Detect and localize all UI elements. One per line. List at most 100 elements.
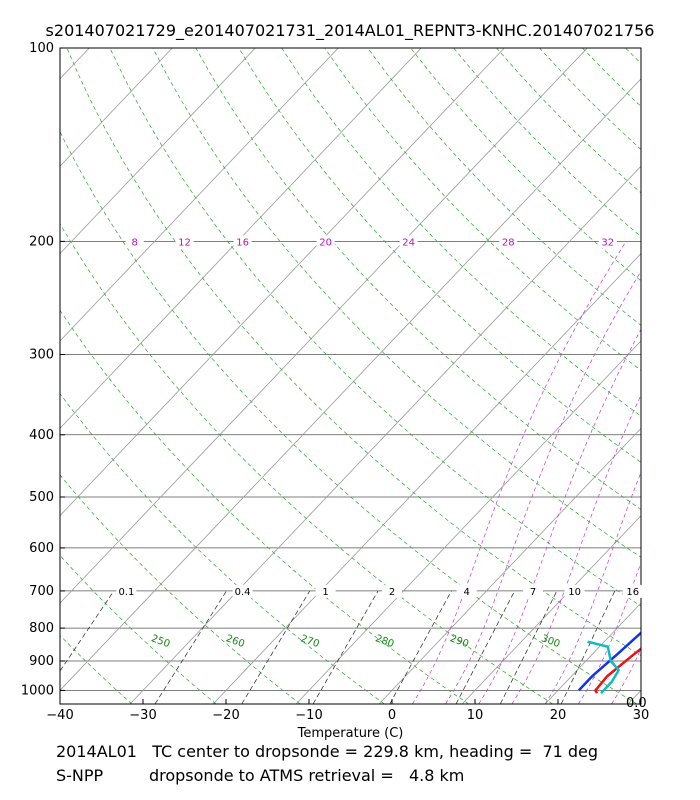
profile-line-0 — [594, 647, 641, 694]
label-bg — [125, 235, 144, 249]
dry-adiabat-line — [324, 48, 641, 371]
y-tick-label: 800 — [29, 621, 54, 636]
mixing-ratio-label: 24 — [402, 237, 415, 248]
label-bg — [232, 584, 253, 598]
isotherm-line — [295, 340, 641, 704]
isotherm-line — [60, 48, 90, 80]
mixing-ratio-line — [389, 590, 452, 704]
plot-frame — [59, 47, 642, 705]
isotherm-line — [378, 427, 641, 704]
dry-adiabat-line — [539, 48, 641, 150]
mixing-ratio-line — [60, 590, 115, 672]
isotherm-line — [60, 48, 588, 604]
chart-title: s201407021729_e201407021731_2014AL01_REP… — [45, 21, 655, 40]
label-bg — [523, 584, 544, 598]
label-bg — [499, 235, 518, 249]
label-bg — [116, 584, 137, 598]
mixing-ratio-line — [499, 590, 558, 704]
y-tick-label: 300 — [29, 347, 54, 362]
label-bg — [175, 235, 194, 249]
mixing-ratio-label: 28 — [502, 237, 515, 248]
y-tick-label: 700 — [29, 584, 54, 599]
dry-adiabat-line — [60, 130, 638, 704]
y-tick-label: 1000 — [21, 683, 54, 698]
dry-adiabat-line — [625, 48, 641, 64]
dry-adiabat-line — [60, 554, 217, 704]
plot-area — [0, 48, 700, 704]
label-bg — [456, 584, 477, 598]
dry-adiabat-line — [60, 309, 469, 704]
y-tick-label: 100 — [29, 41, 54, 56]
dry-adiabat-line — [152, 48, 641, 558]
mixing-ratio-label: 16 — [236, 237, 249, 248]
isotherm-line — [129, 165, 641, 704]
x-tick-label: −40 — [46, 708, 73, 723]
y-tick-label: 400 — [29, 428, 54, 443]
moist-adiabat-line — [645, 241, 700, 704]
dry-adiabat-label: 260 — [224, 633, 246, 650]
isotherm-line — [60, 48, 256, 255]
label-bg — [315, 584, 336, 598]
mixing-ratio-line — [241, 590, 311, 704]
isotherm-line — [212, 252, 641, 704]
x-axis-label: Temperature (C) — [297, 726, 404, 740]
dry-adiabat-label: 280 — [374, 633, 396, 650]
footer-line-2: S-NPP dropsonde to ATMS retrieval = 4.8 … — [56, 766, 465, 785]
mixing-ratio-label: 32 — [601, 237, 614, 248]
isotherm-line — [544, 602, 641, 704]
profile-line-3 — [640, 671, 641, 672]
label-bg — [399, 235, 418, 249]
mixing-ratio-low-label: 7 — [530, 587, 536, 598]
dry-adiabat-label: 250 — [150, 633, 172, 650]
label-bg — [622, 584, 643, 598]
mixing-ratio-low-label: 4 — [464, 587, 470, 598]
moist-adiabat-line — [478, 328, 641, 704]
dry-adiabat-line — [0, 48, 48, 704]
dry-adiabat-line — [281, 48, 641, 417]
mixing-ratio-line — [560, 590, 616, 704]
dry-adiabat-line — [66, 48, 641, 657]
x-tick-label: 10 — [467, 708, 484, 723]
label-bg — [233, 235, 252, 249]
dry-adiabat-line — [60, 474, 301, 704]
x-tick-label: 0 — [388, 708, 396, 723]
x-tick-label: 30 — [633, 708, 650, 723]
dry-adiabat-line — [195, 48, 641, 510]
x-tick-label: −10 — [295, 708, 322, 723]
isotherm-line — [60, 48, 339, 342]
moist-adiabat-line — [611, 647, 641, 704]
y-tick-label: 900 — [29, 654, 54, 669]
dry-adiabat-line — [367, 48, 641, 326]
mixing-ratio-low-label: 2 — [389, 587, 395, 598]
moist-adiabat-line — [445, 270, 641, 704]
mixing-ratio-line — [455, 590, 515, 704]
label-bg — [382, 584, 402, 598]
isotherm-line — [0, 48, 6, 704]
mixing-ratio-low-label: 0.1 — [118, 587, 134, 598]
dry-adiabat-line — [668, 48, 700, 704]
x-tick-label: 20 — [550, 708, 567, 723]
dry-adiabat-line — [496, 48, 641, 194]
y-tick-label: 600 — [29, 541, 54, 556]
y-tick-label: 200 — [29, 234, 54, 249]
footer-line-1: 2014AL01 TC center to dropsonde = 229.8 … — [56, 742, 599, 761]
y-tick-label: 500 — [29, 490, 54, 505]
mixing-ratio-line — [312, 590, 379, 704]
label-bg — [564, 584, 585, 598]
x-tick-label: −30 — [129, 708, 156, 723]
mixing-ratio-low-label: 10 — [568, 587, 581, 598]
moist-adiabat-line — [511, 394, 641, 704]
profile-line-2 — [587, 640, 620, 695]
isotherm-line — [60, 78, 641, 691]
label-bg — [316, 235, 335, 249]
moist-adiabat-line — [678, 241, 700, 704]
label-bg — [598, 235, 617, 249]
x-tick-label: −20 — [212, 708, 239, 723]
mixing-ratio-label: 8 — [132, 237, 138, 248]
mixing-ratio-low-label: 1 — [322, 587, 328, 598]
dry-adiabat-label: 300 — [540, 633, 562, 650]
dry-adiabat-label: 290 — [448, 633, 470, 650]
dry-adiabat-line — [238, 48, 641, 463]
mixing-ratio-low-label: 0.4 — [235, 587, 251, 598]
